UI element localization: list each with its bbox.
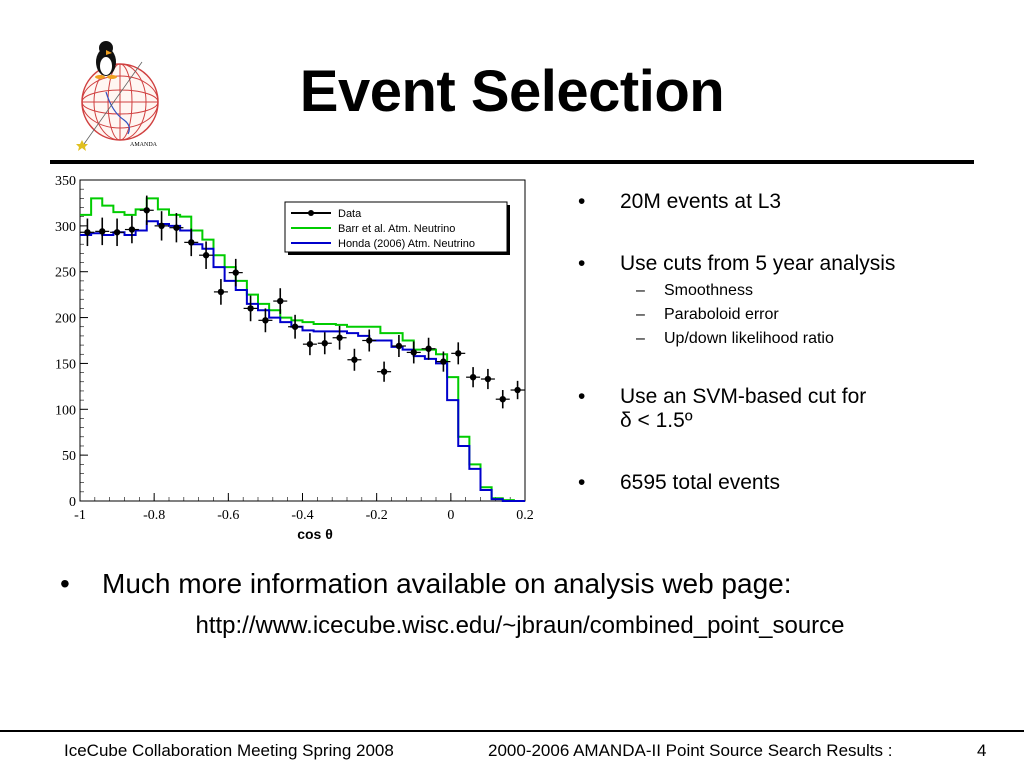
bullet-marker: •: [578, 471, 586, 494]
data-point: [455, 350, 462, 357]
data-point: [469, 373, 477, 381]
data-point: [425, 345, 432, 352]
data-point: [113, 229, 121, 236]
barr-series-line: [80, 197, 525, 502]
data-point: [380, 368, 388, 375]
x-tick-label: -0.4: [291, 508, 313, 523]
data-point: [217, 288, 225, 296]
data-point: [514, 386, 521, 394]
y-tick-label: 0: [69, 495, 76, 510]
data-point: [499, 395, 506, 403]
sub-bullet-marker: –: [636, 330, 645, 347]
legend-label: Barr et al. Atm. Neutrino: [338, 223, 455, 235]
y-tick-label: 350: [55, 174, 76, 189]
bullet-text: 20M events at L3: [620, 190, 782, 213]
main-bullet-text: Much more information available on analy…: [102, 568, 792, 599]
data-point: [410, 349, 417, 356]
bullet-text: 6595 total events: [620, 471, 780, 494]
data-point: [173, 224, 180, 231]
footer-center: 2000-2006 AMANDA-II Point Source Search …: [488, 741, 893, 760]
bullet-text: Use cuts from 5 year analysis: [620, 252, 896, 275]
sub-bullet-text: Paraboloid error: [664, 306, 779, 323]
data-point: [366, 337, 373, 344]
data-point: [143, 207, 150, 214]
y-tick-label: 150: [55, 357, 76, 372]
honda-series-line: [80, 220, 525, 502]
legend-label: Honda (2006) Atm. Neutrino: [338, 238, 475, 250]
data-point: [351, 356, 358, 363]
legend-label: Data: [338, 208, 362, 220]
data-point: [232, 269, 239, 276]
bullet-marker: •: [60, 568, 70, 599]
x-tick-label: 0.2: [516, 508, 534, 523]
data-point: [247, 305, 254, 312]
bullet-text: Use an SVM-based cut for: [620, 385, 867, 408]
legend-point: [308, 210, 314, 216]
bullet-marker: •: [578, 190, 586, 213]
page-number: 4: [977, 741, 987, 760]
x-axis-label: cos θ: [297, 526, 333, 542]
data-point: [395, 342, 403, 350]
data-point: [321, 340, 328, 347]
logo-text: AMANDA: [130, 142, 158, 148]
x-tick-label: -0.6: [217, 508, 239, 523]
data-point: [128, 226, 136, 233]
bullet-marker: •: [578, 252, 586, 275]
sub-bullet-marker: –: [636, 282, 645, 299]
y-tick-label: 250: [55, 266, 76, 281]
data-point: [440, 358, 447, 365]
footer-left: IceCube Collaboration Meeting Spring 200…: [64, 741, 394, 760]
x-tick-label: -0.2: [366, 508, 388, 523]
footer-divider: [0, 730, 1024, 732]
y-tick-label: 100: [55, 403, 76, 418]
sub-bullet-text: Smoothness: [664, 282, 753, 299]
amanda-logo: AMANDA: [76, 41, 159, 151]
data-point: [262, 317, 269, 324]
bullet-marker: •: [578, 385, 586, 408]
data-point: [158, 222, 165, 230]
data-point: [291, 323, 299, 330]
y-tick-label: 200: [55, 312, 76, 327]
sub-bullet-marker: –: [636, 306, 645, 323]
slide-title: Event Selection: [299, 59, 725, 124]
data-point: [202, 252, 210, 259]
cos-theta-histogram: 0 50 100 150 200 250 300 350 -1 -0.8 -0.6 -0.4 -0.2 0…: [55, 174, 534, 542]
data-point: [336, 334, 343, 341]
title-divider: [50, 160, 974, 164]
data-point: [306, 340, 314, 348]
y-tick-label: 50: [62, 449, 76, 464]
data-point: [99, 228, 106, 235]
x-tick-label: -0.8: [143, 508, 165, 523]
y-tick-label: 300: [55, 220, 76, 235]
x-tick-label: -1: [74, 508, 86, 523]
data-point: [84, 229, 91, 236]
data-point: [277, 297, 284, 305]
sub-bullet-text: Up/down likelihood ratio: [664, 330, 834, 347]
analysis-url-link[interactable]: http://www.icecube.wisc.edu/~jbraun/comb…: [195, 612, 845, 639]
bullet-text-line-2: δ < 1.5º: [620, 409, 693, 432]
data-point: [484, 375, 492, 383]
x-tick-label: 0: [447, 508, 454, 523]
data-point: [188, 239, 195, 246]
